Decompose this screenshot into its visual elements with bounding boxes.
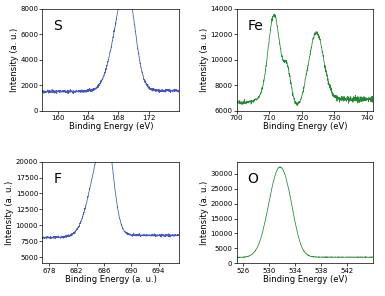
X-axis label: Binding Energy (eV): Binding Energy (eV) bbox=[263, 122, 347, 131]
Text: O: O bbox=[248, 172, 258, 186]
X-axis label: Binding Energy (eV): Binding Energy (eV) bbox=[69, 122, 153, 131]
Y-axis label: Intensity (a. u.): Intensity (a. u.) bbox=[199, 180, 209, 245]
Y-axis label: Intensity (a. u.): Intensity (a. u.) bbox=[5, 180, 14, 245]
Text: F: F bbox=[53, 172, 61, 186]
X-axis label: Binding Energy (a. u.): Binding Energy (a. u.) bbox=[65, 275, 157, 284]
Text: Fe: Fe bbox=[248, 19, 263, 33]
Text: S: S bbox=[53, 19, 62, 33]
Y-axis label: Intensity (a. u.): Intensity (a. u.) bbox=[199, 28, 209, 92]
X-axis label: Binding Energy (eV): Binding Energy (eV) bbox=[263, 275, 347, 284]
Y-axis label: Intensity (a. u.): Intensity (a. u.) bbox=[10, 28, 19, 92]
